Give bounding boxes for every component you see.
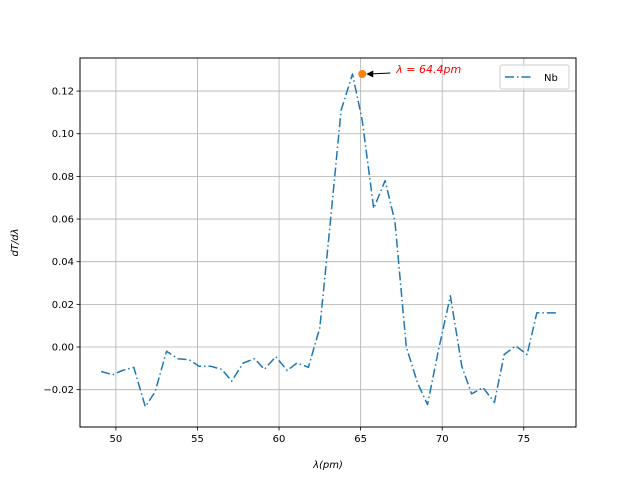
y-axis-label: dT/dλ bbox=[10, 228, 21, 256]
axes-frame bbox=[79, 57, 577, 428]
x-axis-ticks: 50 55 60 65 70 75 bbox=[110, 427, 530, 445]
gridlines bbox=[80, 58, 576, 427]
y-tick-label: 0.00 bbox=[52, 343, 74, 354]
x-tick-label: 75 bbox=[517, 434, 530, 445]
series-layer bbox=[100, 73, 557, 408]
annotation-text: λ = 64.4pm bbox=[395, 63, 461, 76]
y-tick-label: 0.02 bbox=[52, 300, 74, 311]
y-axis-ticks: −0.02 0.00 0.02 0.04 0.06 0.08 0.10 0.12 bbox=[43, 87, 80, 396]
legend-label-nb: Nb bbox=[544, 73, 558, 84]
x-tick-label: 65 bbox=[354, 434, 367, 445]
x-tick-label: 70 bbox=[436, 434, 449, 445]
y-tick-label: −0.02 bbox=[43, 385, 74, 396]
y-tick-label: 0.08 bbox=[52, 172, 74, 183]
x-tick-label: 50 bbox=[110, 434, 123, 445]
legend-box bbox=[499, 64, 570, 90]
x-axis-label: λ(pm) bbox=[312, 460, 343, 471]
x-tick-label: 60 bbox=[273, 434, 286, 445]
y-tick-label: 0.12 bbox=[52, 87, 74, 98]
annotation: λ = 64.4pm bbox=[358, 63, 461, 78]
peak-marker bbox=[358, 69, 367, 78]
series-line-nb bbox=[100, 73, 557, 408]
y-tick-label: 0.04 bbox=[52, 257, 74, 268]
x-tick-label: 55 bbox=[191, 434, 204, 445]
annotation-arrowhead bbox=[366, 70, 374, 78]
legend: Nb bbox=[499, 64, 570, 90]
y-tick-label: 0.06 bbox=[52, 215, 74, 226]
y-tick-label: 0.10 bbox=[52, 129, 74, 140]
